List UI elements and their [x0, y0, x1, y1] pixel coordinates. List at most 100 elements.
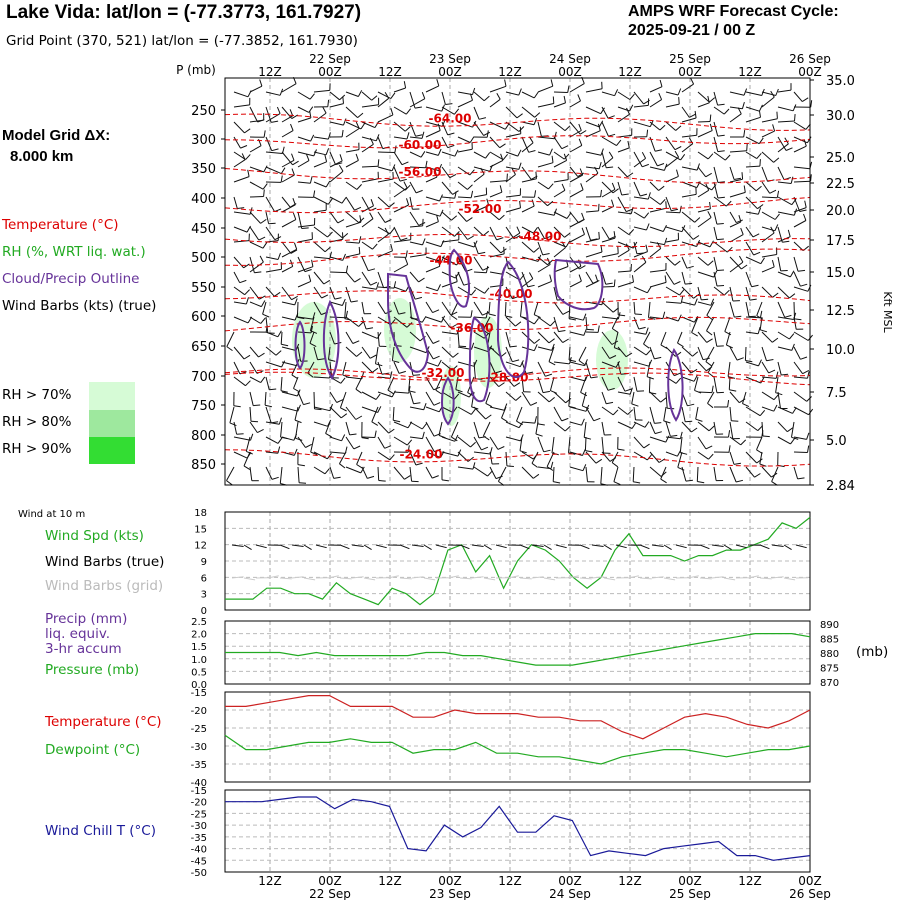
- wind-barb-flag: [229, 422, 237, 427]
- wind-barb-staff: [537, 151, 550, 156]
- wind-barb: [601, 226, 616, 240]
- panel-tick-label: -20: [191, 706, 207, 717]
- wind-barb-flag: [654, 149, 663, 152]
- wind-barb: [409, 121, 423, 137]
- wind-barb-staff: [281, 316, 296, 321]
- wind-barb-staff: [537, 331, 550, 344]
- wind-barb-flag: [757, 204, 764, 210]
- wind-barb: [745, 181, 762, 192]
- wind-barb-flag: [356, 464, 363, 469]
- wind-barb-staff: [457, 466, 474, 470]
- wind-barb-staff: [729, 211, 737, 223]
- wind-barb: [441, 149, 459, 157]
- wind-barb-staff: [361, 391, 377, 400]
- wind-barb-staff: [697, 451, 709, 460]
- wind-barb: [601, 89, 619, 97]
- wind-barb-flag: [245, 154, 251, 160]
- wind-barb-flag: [713, 270, 718, 278]
- wind-barb-staff: [249, 406, 252, 422]
- wind-barb: [425, 209, 444, 217]
- wind-barb: [553, 121, 571, 131]
- wind-barb: [233, 376, 251, 387]
- wind-barb-staff: [265, 376, 270, 390]
- wind-barb-flag: [278, 417, 282, 425]
- wind-barb: [249, 421, 264, 434]
- wind-barb-flag: [787, 229, 791, 237]
- wind-barb-grid: [699, 577, 712, 580]
- wind-barb: [694, 376, 702, 394]
- wind-barb-flag: [466, 217, 473, 222]
- wind-barb-flag: [328, 359, 336, 362]
- wind-barb: [553, 316, 566, 333]
- wind-barb-staff: [643, 331, 651, 345]
- wind-barb: [377, 227, 389, 243]
- wind-barb-flag: [297, 464, 305, 467]
- wind-barb: [345, 211, 365, 223]
- wind-barb-flag: [526, 371, 534, 374]
- wind-barb: [761, 331, 779, 343]
- wind-barb-flag: [341, 434, 346, 442]
- wind-barb-staff: [425, 151, 439, 156]
- wind-barb-true: [303, 544, 312, 551]
- wind-barb: [457, 240, 478, 248]
- temperature-contour: [224, 197, 811, 214]
- wind-barb-flag: [406, 132, 410, 140]
- wind-barb: [473, 198, 490, 213]
- wind-barb: [361, 271, 378, 286]
- wind-barb-flag: [566, 212, 572, 219]
- wind-barb: [665, 449, 682, 457]
- wind-barb-flag: [276, 106, 281, 114]
- wind-barb-flag: [611, 340, 619, 345]
- wind-barb-flag: [717, 103, 725, 106]
- wind-barb-flag: [369, 212, 374, 219]
- wind-barb-flag: [690, 368, 698, 374]
- wind-barb-true: [795, 544, 807, 549]
- wind-barb: [745, 271, 759, 288]
- wind-barb-staff: [569, 466, 584, 472]
- wind-barb-staff: [329, 466, 335, 479]
- wind-barb-flag: [263, 130, 266, 138]
- wind-barb-staff: [233, 361, 241, 375]
- wind-barb: [761, 391, 779, 401]
- model-grid-value: 8.000 km: [10, 148, 74, 165]
- wind-barb-flag: [533, 118, 538, 125]
- panel-right-tick-label: 880: [820, 649, 839, 660]
- wind-barb-flag: [341, 197, 347, 204]
- wind-barb-flag: [644, 421, 650, 428]
- wind-barb-staff: [617, 270, 632, 273]
- wind-barb-staff: [520, 301, 523, 317]
- wind-barb-flag: [674, 372, 681, 377]
- wind-barb: [601, 151, 614, 169]
- wind-barb: [249, 391, 261, 407]
- wind-barb-staff: [361, 256, 369, 271]
- wind-barb-staff: [297, 316, 313, 320]
- wind-barb: [601, 406, 619, 416]
- wind-barb-staff: [281, 196, 291, 208]
- wind-barb-flag: [393, 419, 401, 423]
- wind-barb: [233, 421, 244, 435]
- wind-barb-staff: [728, 376, 731, 390]
- wind-barb: [345, 236, 362, 244]
- wind-barb-flag: [355, 415, 363, 420]
- wind-barb-staff: [633, 346, 647, 356]
- wind-barb-staff: [488, 301, 491, 315]
- temperature-contour-label: -24.00: [400, 448, 443, 462]
- wind-barb-flag: [582, 448, 586, 456]
- wind-barb-flag: [268, 222, 276, 225]
- wind-barb-staff: [777, 236, 791, 243]
- wind-barb-flag: [486, 198, 490, 206]
- wind-barb-staff: [297, 346, 302, 362]
- wind-barb-staff: [601, 421, 605, 436]
- wind-barb: [345, 466, 365, 474]
- wind-barb-flag: [562, 310, 570, 315]
- model-grid-label: Model Grid ΔX:: [2, 127, 111, 144]
- wind-barb: [633, 223, 650, 231]
- wind-barb: [521, 106, 541, 118]
- wind-barb: [617, 181, 629, 196]
- wind-barb-flag: [354, 206, 362, 211]
- wind-barb-flag: [414, 106, 422, 109]
- wind-barb-grid: [231, 576, 244, 579]
- wind-barb-flag: [789, 293, 796, 299]
- wind-barb: [569, 211, 585, 224]
- wind-barb: [697, 331, 713, 343]
